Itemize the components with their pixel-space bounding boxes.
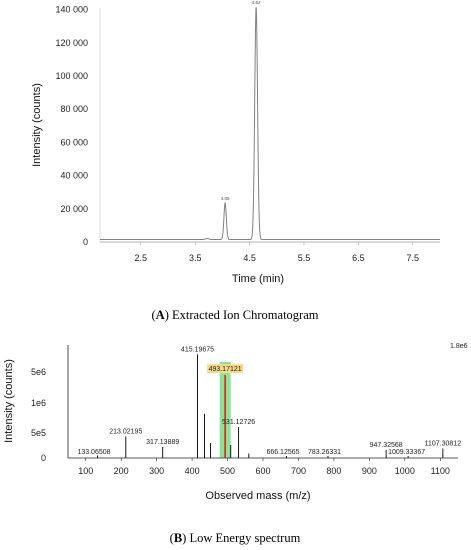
spectrum-x-tick-label: 100 (78, 466, 93, 476)
panel-a-caption-text: Extracted Ion Chromatogram (172, 308, 319, 322)
highlight-label-box (207, 364, 244, 374)
spectrum-x-axis-title: Observed mass (m/z) (205, 490, 310, 502)
chromatogram-trace (100, 7, 440, 241)
spectrum-x-tick-label: 700 (291, 466, 306, 476)
spectrum-peak-label: 947.32568 (370, 442, 403, 449)
spectrum-y-tick-label: 1e6 (31, 398, 46, 408)
chromatogram-x-axis-title: Time (min) (232, 273, 284, 285)
spectrum-x-tick-label: 300 (149, 466, 164, 476)
spectrum-x-tick-label: 500 (220, 466, 235, 476)
spectrum-x-tick-label: 1000 (395, 466, 415, 476)
spectrum-x-tick-label: 1100 (431, 466, 450, 476)
chromatogram-x-tick-label: 5.5 (298, 253, 311, 263)
spectrum-x-ticks: 100 200 300 400 500 600 700 800 900 1000 1100 (78, 458, 450, 476)
chromatogram-peak-label: 4.62 (252, 0, 261, 5)
chromatogram-y-tick-label: 20 000 (60, 204, 88, 214)
spectrum-peak-label: 1107.30812 (425, 441, 462, 448)
spectrum-y-ticks: 0 5e5 1e6 5e6 (31, 367, 46, 463)
spectrum-peak-label: 493.17121 (209, 366, 242, 373)
chromatogram-x-tick-label: 2.5 (135, 253, 148, 263)
chromatogram-peak-labels: 4.05 4.62 (221, 0, 261, 201)
chromatogram-y-tick-label: 120 000 (55, 38, 88, 48)
chromatogram-panel: 0 20 000 40 000 60 000 80 000 100 000 120 000 1… (31, 0, 440, 285)
spectrum-y-tick-label: 0 (41, 453, 46, 463)
chromatogram-y-tick-label: 80 000 (60, 104, 88, 114)
spectrum-peak-label: 666.12565 (266, 449, 299, 456)
chromatogram-x-ticks: 2.5 3.5 4.5 5.5 6.5 7.5 (135, 242, 420, 263)
spectrum-x-tick-label: 400 (185, 466, 200, 476)
chromatogram-y-tick-label: 60 000 (60, 137, 88, 147)
chromatogram-y-tick-label: 40 000 (60, 171, 88, 181)
spectrum-y-tick-label: 5e5 (31, 428, 46, 438)
spectrum-x-tick-label: 600 (255, 466, 270, 476)
panel-b-caption-text: Low Energy spectrum (189, 531, 300, 545)
spectrum-x-tick-label: 200 (114, 466, 129, 476)
panel-b-letter: B (174, 531, 182, 545)
spectrum-peak-label: 317.13889 (146, 439, 179, 446)
spectrum-peak-label: 415.19675 (181, 346, 214, 353)
panel-a-caption: (A) Extracted Ion Chromatogram (152, 308, 319, 322)
spectrum-x-tick-label: 900 (362, 466, 377, 476)
chromatogram-x-tick-label: 6.5 (352, 253, 365, 263)
chromatogram-y-axis-title: Intensity (counts) (31, 83, 43, 167)
chromatogram-y-ticks: 0 20 000 40 000 60 000 80 000 100 000 120 000 1… (55, 5, 88, 247)
spectrum-peak-label: 133.06508 (77, 449, 110, 456)
spectrum-y-tick-label: 5e6 (31, 367, 46, 377)
panel-b-caption: (B) Low Energy spectrum (170, 531, 301, 545)
spectrum-peak-label: 213.02195 (109, 429, 142, 436)
spectrum-peak-label: 531.12726 (222, 419, 255, 426)
chromatogram-peak-label: 4.05 (221, 196, 230, 201)
panel-a-letter: A (156, 308, 165, 322)
spectrum-peak-label: 783.26331 (308, 449, 341, 456)
spectrum-peak-labels: 133.06508 213.02195 317.13889 415.19675 493.… (77, 346, 461, 456)
chromatogram-y-tick-label: 140 000 (55, 5, 88, 15)
chromatogram-x-tick-label: 3.5 (189, 253, 202, 263)
spectrum-peaks (97, 354, 444, 458)
chromatogram-y-tick-label: 100 000 (55, 71, 88, 81)
chromatogram-x-tick-label: 4.5 (243, 253, 256, 263)
spectrum-scale-label: 1.8e6 (450, 343, 468, 350)
chromatogram-x-tick-label: 7.5 (407, 253, 420, 263)
spectrum-x-tick-label: 800 (326, 466, 341, 476)
spectrum-peak-label: 1009.33367 (388, 449, 425, 456)
spectrum-y-axis-title: Intensity (counts) (3, 359, 15, 443)
chromatogram-y-tick-label: 0 (83, 237, 88, 247)
